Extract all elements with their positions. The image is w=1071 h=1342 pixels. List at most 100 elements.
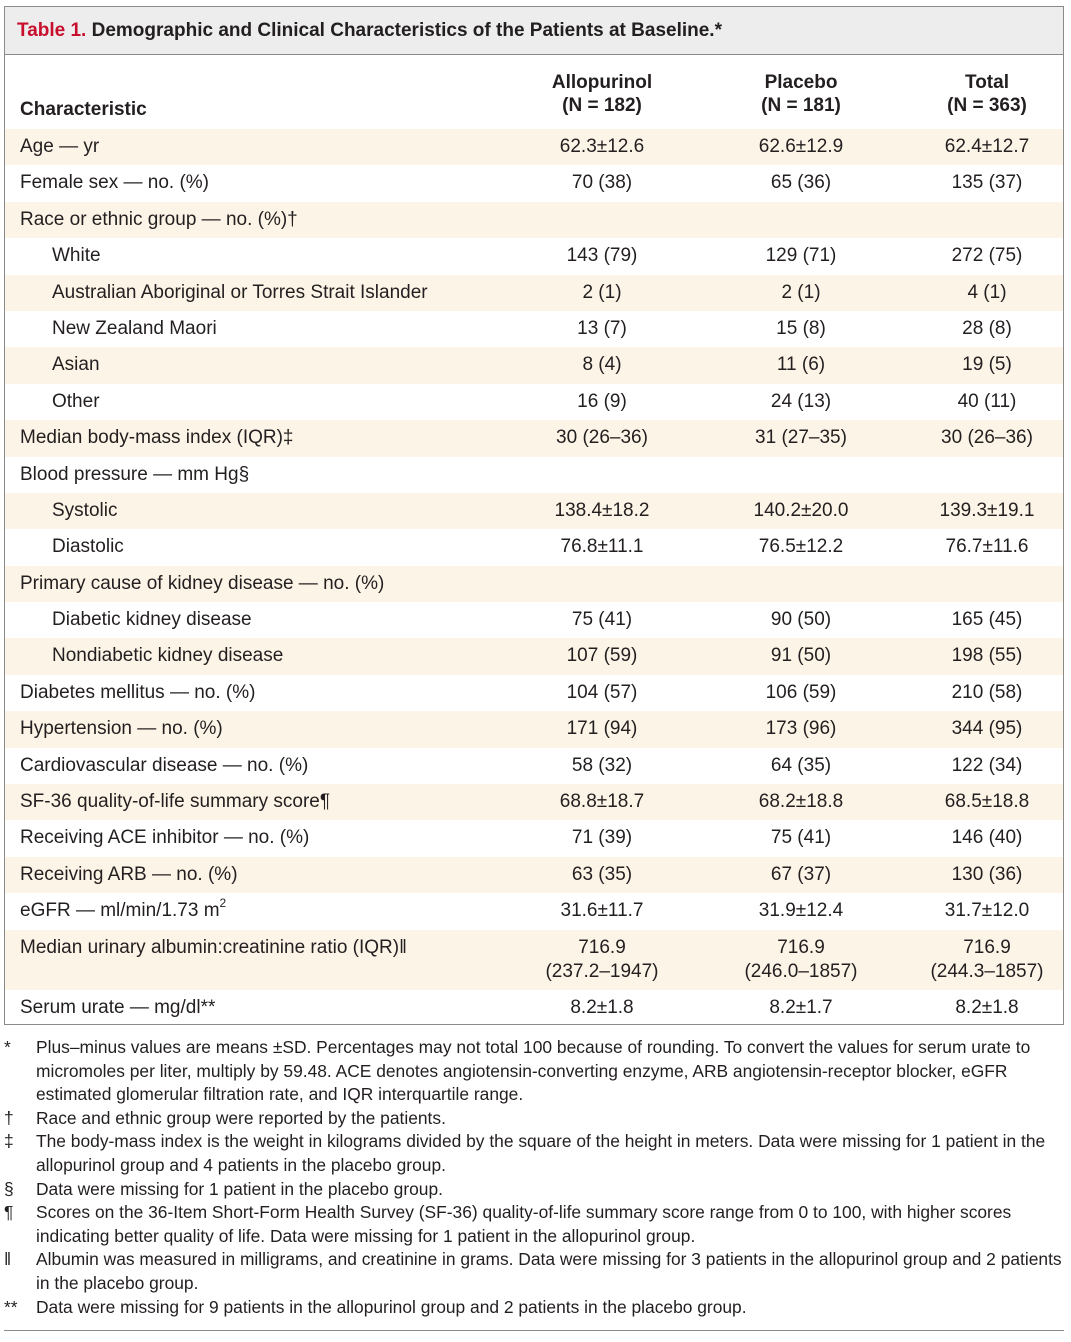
table-body: Age — yr 62.3±12.6 62.6±12.9 62.4±12.7 Femal… <box>5 129 1063 1026</box>
row-value: 68.5±18.8 <box>902 784 1071 820</box>
row-value <box>716 457 886 493</box>
row-label: White <box>52 238 101 274</box>
row-label-text: Other <box>52 390 100 412</box>
footnote: ‖ Albumin was measured in milligrams, and… <box>4 1248 1064 1295</box>
table-row: Serum urate — mg/dl** 8.2±1.8 8.2±1.7 8.2±1… <box>5 990 1063 1026</box>
row-value <box>902 202 1071 238</box>
row-label-text: Nondiabetic kidney disease <box>52 645 284 667</box>
footnote: † Race and ethnic group were reported by … <box>4 1107 1064 1131</box>
row-label-text: Blood pressure — mm Hg§ <box>20 463 250 485</box>
footnote-symbol: ‡ <box>4 1131 14 1152</box>
row-value-line: 31.6±11.7 <box>560 900 644 922</box>
row-value: 171 (94) <box>517 711 687 747</box>
row-label: Australian Aboriginal or Torres Strait I… <box>52 275 428 311</box>
row-value: 122 (34) <box>902 748 1071 784</box>
row-value-line: 272 (75) <box>951 245 1023 267</box>
header-col-n: (N = 181) <box>761 95 841 116</box>
row-label: New Zealand Maori <box>52 311 217 347</box>
row-value: 146 (40) <box>902 820 1071 856</box>
row-value-line: 198 (55) <box>951 645 1023 667</box>
row-value: 198 (55) <box>902 638 1071 674</box>
table-row: Australian Aboriginal or Torres Strait I… <box>5 274 1063 311</box>
table-row: Female sex — no. (%) 70 (38) 65 (36) 135 (3… <box>5 165 1063 201</box>
row-value: 90 (50) <box>716 602 886 638</box>
row-label: Race or ethnic group — no. (%)† <box>20 202 298 238</box>
row-value-line: 71 (39) <box>571 827 633 849</box>
row-label: Serum urate — mg/dl** <box>20 990 215 1026</box>
row-value-line: 62.6±12.9 <box>758 136 844 157</box>
bottom-rule <box>4 1330 1064 1331</box>
row-label-text: New Zealand Maori <box>52 317 217 339</box>
footnote-text: Data were missing for 1 patient in the p… <box>36 1178 443 1199</box>
row-label: Median body-mass index (IQR)‡ <box>20 420 294 456</box>
footnote-symbol: * <box>4 1037 11 1057</box>
row-value-line: 171 (94) <box>566 718 638 740</box>
row-value-line: 139.3±19.1 <box>939 499 1035 521</box>
row-value-line-2: (246.0–1857) <box>744 960 858 982</box>
table-row: Primary cause of kidney disease — no. (%… <box>5 565 1063 603</box>
row-value-line: 62.4±12.7 <box>944 136 1030 157</box>
row-value-line: 13 (7) <box>577 317 627 339</box>
row-value: 716.9 (237.2–1947) <box>517 930 687 990</box>
header-col-n: (N = 363) <box>947 95 1027 116</box>
row-value: 75 (41) <box>716 820 886 856</box>
row-value <box>716 202 886 238</box>
row-value: 15 (8) <box>716 311 886 347</box>
row-value: 76.5±12.2 <box>716 529 886 565</box>
row-label: Cardiovascular disease — no. (%) <box>20 748 308 784</box>
row-value: 76.7±11.6 <box>902 529 1071 565</box>
row-label-text: SF-36 quality-of-life summary score¶ <box>20 791 331 813</box>
footnote-symbol: § <box>4 1178 14 1199</box>
table-row: Receiving ARB — no. (%) 63 (35) 67 (37) 130… <box>5 856 1063 894</box>
row-value-line: 8.2±1.8 <box>570 996 634 1018</box>
row-value-line: 143 (79) <box>566 245 638 267</box>
table-row: Other 16 (9) 24 (13) 40 (11) <box>5 384 1063 420</box>
row-value-line: 104 (57) <box>566 681 638 703</box>
footnote-symbol: † <box>4 1107 14 1128</box>
footnote-symbol: ¶ <box>4 1202 14 1223</box>
row-label: Median urinary albumin:creatinine ratio … <box>20 930 407 990</box>
row-value <box>716 566 886 602</box>
footnote: ‡ The body-mass index is the weight in ki… <box>4 1130 1064 1177</box>
row-label: Receiving ACE inhibitor — no. (%) <box>20 820 309 856</box>
row-value: 138.4±18.2 <box>517 493 687 529</box>
row-value-line: 68.5±18.8 <box>944 791 1030 813</box>
table-row: White 143 (79) 129 (71) 272 (75) <box>5 238 1063 274</box>
row-label: Diabetic kidney disease <box>52 602 252 638</box>
row-value <box>517 202 687 238</box>
row-label: Asian <box>52 347 100 383</box>
row-value-line: 31.9±12.4 <box>758 900 844 922</box>
row-value-line: 716.9 <box>578 936 626 958</box>
row-value-line: 129 (71) <box>765 245 837 267</box>
row-value-line: 91 (50) <box>770 645 832 667</box>
footnote-text: Race and ethnic group were reported by t… <box>36 1107 446 1128</box>
table-row: Cardiovascular disease — no. (%) 58 (32) 6… <box>5 748 1063 784</box>
row-value-line: 28 (8) <box>962 317 1012 339</box>
row-value-line: 716.9 <box>777 936 825 958</box>
table-header: Characteristic Allopurinol (N = 182) Pla… <box>5 55 1063 129</box>
row-label-text: White <box>52 245 101 267</box>
row-label-text: Diastolic <box>52 536 124 558</box>
table-row: Age — yr 62.3±12.6 62.6±12.9 62.4±12.7 <box>5 129 1063 166</box>
row-value-line: 76.7±11.6 <box>945 536 1029 558</box>
table-row: Hypertension — no. (%) 171 (94) 173 (96) 34… <box>5 711 1063 748</box>
row-label: Systolic <box>52 493 117 529</box>
row-label-text: Median body-mass index (IQR)‡ <box>20 427 294 449</box>
row-value-line: 165 (45) <box>951 609 1023 631</box>
row-value: 63 (35) <box>517 857 687 893</box>
row-value: 40 (11) <box>902 384 1071 420</box>
footnote: ¶ Scores on the 36-Item Short-Form Health… <box>4 1201 1064 1248</box>
table-row: Asian 8 (4) 11 (6) 19 (5) <box>5 347 1063 384</box>
footnote-text: Data were missing for 9 patients in the … <box>36 1296 747 1317</box>
row-value: 67 (37) <box>716 857 886 893</box>
row-value-line: 31 (27–35) <box>755 427 847 449</box>
row-label-text: Hypertension — no. (%) <box>20 718 223 740</box>
row-value <box>517 457 687 493</box>
row-value: 62.3±12.6 <box>517 129 687 165</box>
row-value: 75 (41) <box>517 602 687 638</box>
row-value: 11 (6) <box>716 347 886 383</box>
row-value: 272 (75) <box>902 238 1071 274</box>
row-value-line: 130 (36) <box>951 863 1023 885</box>
row-value-line: 24 (13) <box>770 390 832 412</box>
row-value: 140.2±20.0 <box>716 493 886 529</box>
